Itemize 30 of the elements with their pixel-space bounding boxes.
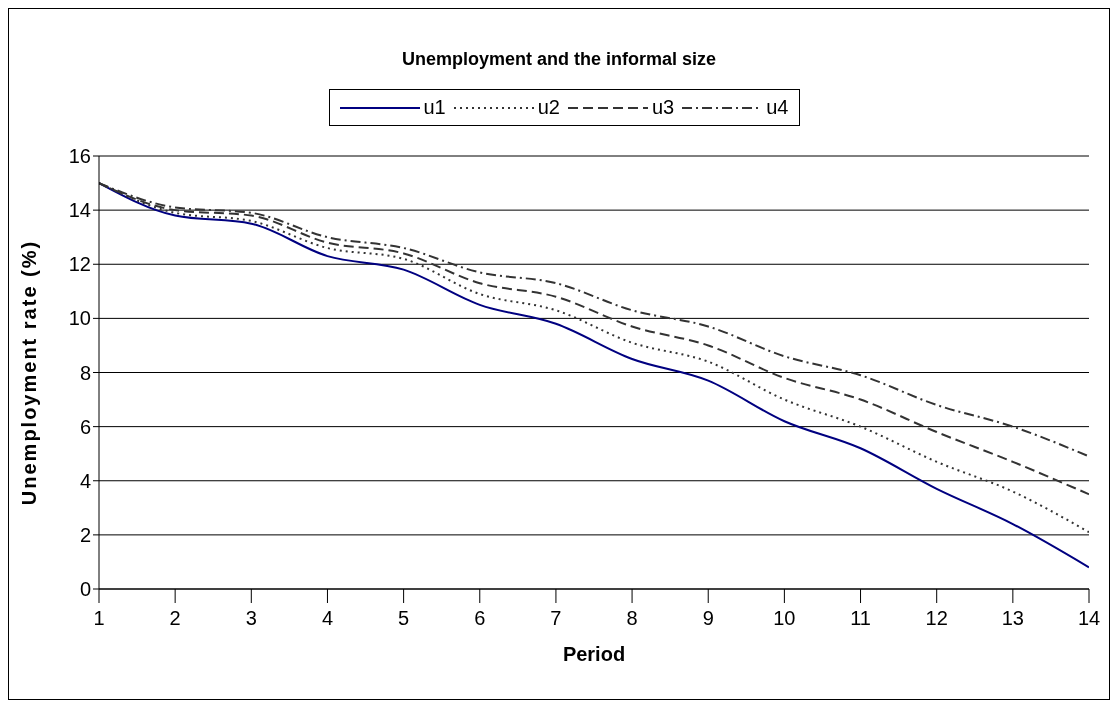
y-tick-label: 10 bbox=[68, 307, 91, 330]
legend-label: u3 bbox=[652, 96, 675, 119]
x-tick-label: 14 bbox=[1077, 607, 1101, 630]
y-tick-label: 6 bbox=[79, 415, 91, 438]
x-axis-title: Period bbox=[562, 643, 626, 665]
y-axis-title: Unemployment rate (%) bbox=[18, 239, 41, 506]
x-tick-label: 12 bbox=[925, 607, 948, 630]
y-tick-label: 4 bbox=[79, 469, 91, 492]
y-tick-label: 2 bbox=[79, 523, 91, 546]
y-tick-label: 16 bbox=[68, 145, 91, 168]
x-tick-label: 11 bbox=[850, 607, 871, 630]
x-tick-label: 5 bbox=[398, 607, 410, 630]
x-tick-label: 3 bbox=[245, 607, 257, 630]
x-tick-label: 1 bbox=[93, 607, 105, 630]
x-tick-label: 10 bbox=[773, 607, 796, 630]
y-tick-label: 0 bbox=[79, 578, 91, 601]
x-tick-label: 2 bbox=[169, 607, 181, 630]
x-tick-label: 4 bbox=[321, 607, 334, 630]
x-tick-label: 13 bbox=[1001, 607, 1024, 630]
x-tick-label: 6 bbox=[474, 607, 486, 630]
x-tick-label: 8 bbox=[626, 607, 638, 630]
legend-label: u2 bbox=[537, 96, 560, 119]
y-tick-label: 12 bbox=[68, 253, 91, 276]
legend-label: u1 bbox=[423, 96, 446, 119]
x-tick-label: 9 bbox=[702, 607, 714, 630]
x-tick-label: 7 bbox=[550, 607, 562, 630]
y-tick-label: 14 bbox=[68, 199, 91, 222]
legend-label: u4 bbox=[766, 96, 789, 119]
y-tick-label: 8 bbox=[79, 361, 91, 384]
chart-title: Unemployment and the informal size bbox=[400, 49, 718, 70]
